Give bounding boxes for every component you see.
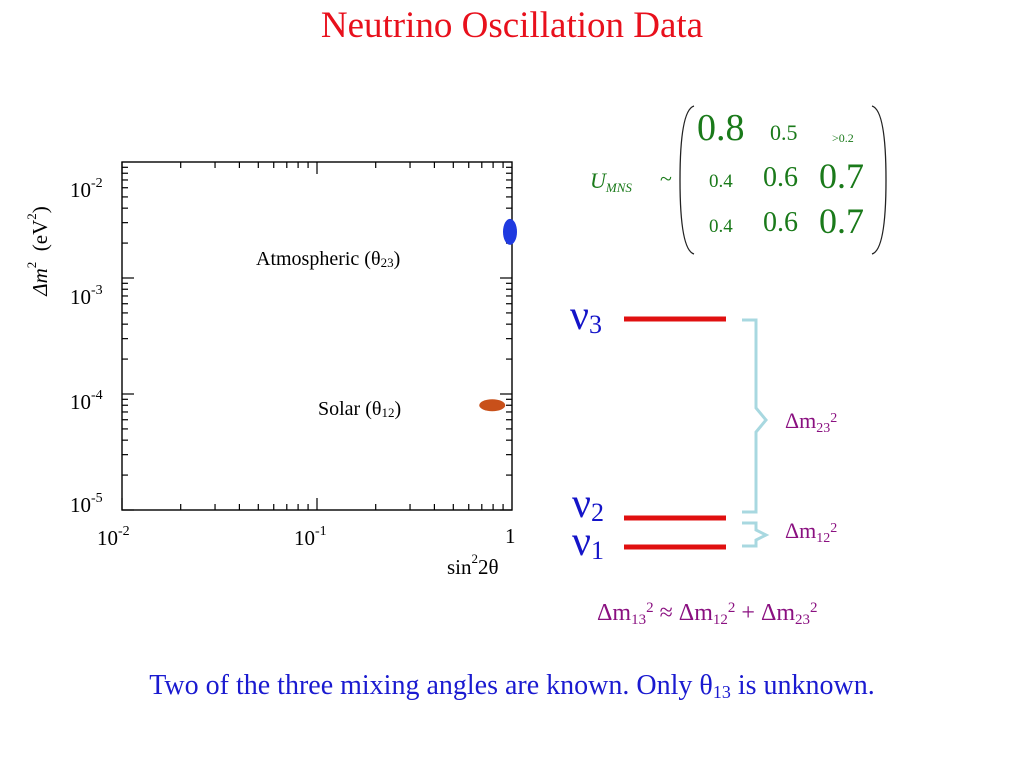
slide-title: Neutrino Oscillation Data xyxy=(320,5,704,46)
u-mns-label: UMNS xyxy=(590,168,632,195)
atmospheric-region xyxy=(503,218,517,245)
x-axis-title: sin22θ xyxy=(447,551,499,579)
y-tick-label: 10-2 xyxy=(70,176,103,202)
mass-levels xyxy=(624,316,770,550)
dm23-bracket xyxy=(742,318,768,514)
solar-region xyxy=(479,399,506,412)
matrix-cell: 0.5 xyxy=(770,120,798,145)
nu3-label: ν3 xyxy=(570,293,602,339)
matrix-cell: 0.6 xyxy=(763,207,798,238)
x-tick-label: 10-2 xyxy=(97,524,130,550)
dm23-label: Δm232 xyxy=(785,408,838,436)
y-tick-label: 10-4 xyxy=(70,388,103,414)
footer-note: Two of the three mixing angles are known… xyxy=(149,670,875,702)
tilde-symbol: ~ xyxy=(660,166,672,191)
y-tick-label: 10-5 xyxy=(70,491,103,517)
x-tick-label: 10-1 xyxy=(294,524,327,550)
mass-sum-relation: Δm132 ≈ Δm122 + Δm232 xyxy=(597,600,818,628)
matrix-cell: 0.4 xyxy=(709,216,733,237)
dm12-label: Δm122 xyxy=(785,518,838,546)
y-tick-label: 10-3 xyxy=(70,283,103,309)
matrix-cell: >0.2 xyxy=(832,131,854,145)
plot-frame xyxy=(121,161,513,511)
matrix-cell: 0.7 xyxy=(819,201,864,241)
matrix-cell: 0.7 xyxy=(819,156,864,196)
solar-label: Solar (θ12) xyxy=(318,398,402,420)
nu1-label: ν1 xyxy=(572,519,604,565)
dm12-bracket xyxy=(742,521,770,548)
y-axis-title: Δm2 (eV2) xyxy=(24,206,52,296)
matrix-cell: 0.6 xyxy=(763,162,798,193)
x-tick-label: 1 xyxy=(505,524,516,548)
matrix-brackets xyxy=(679,105,887,255)
nu2-label: ν2 xyxy=(572,481,604,527)
matrix-cell: 0.4 xyxy=(709,171,733,192)
atmospheric-label: Atmospheric (θ23) xyxy=(256,248,401,270)
matrix-cell: 0.8 xyxy=(697,107,745,149)
